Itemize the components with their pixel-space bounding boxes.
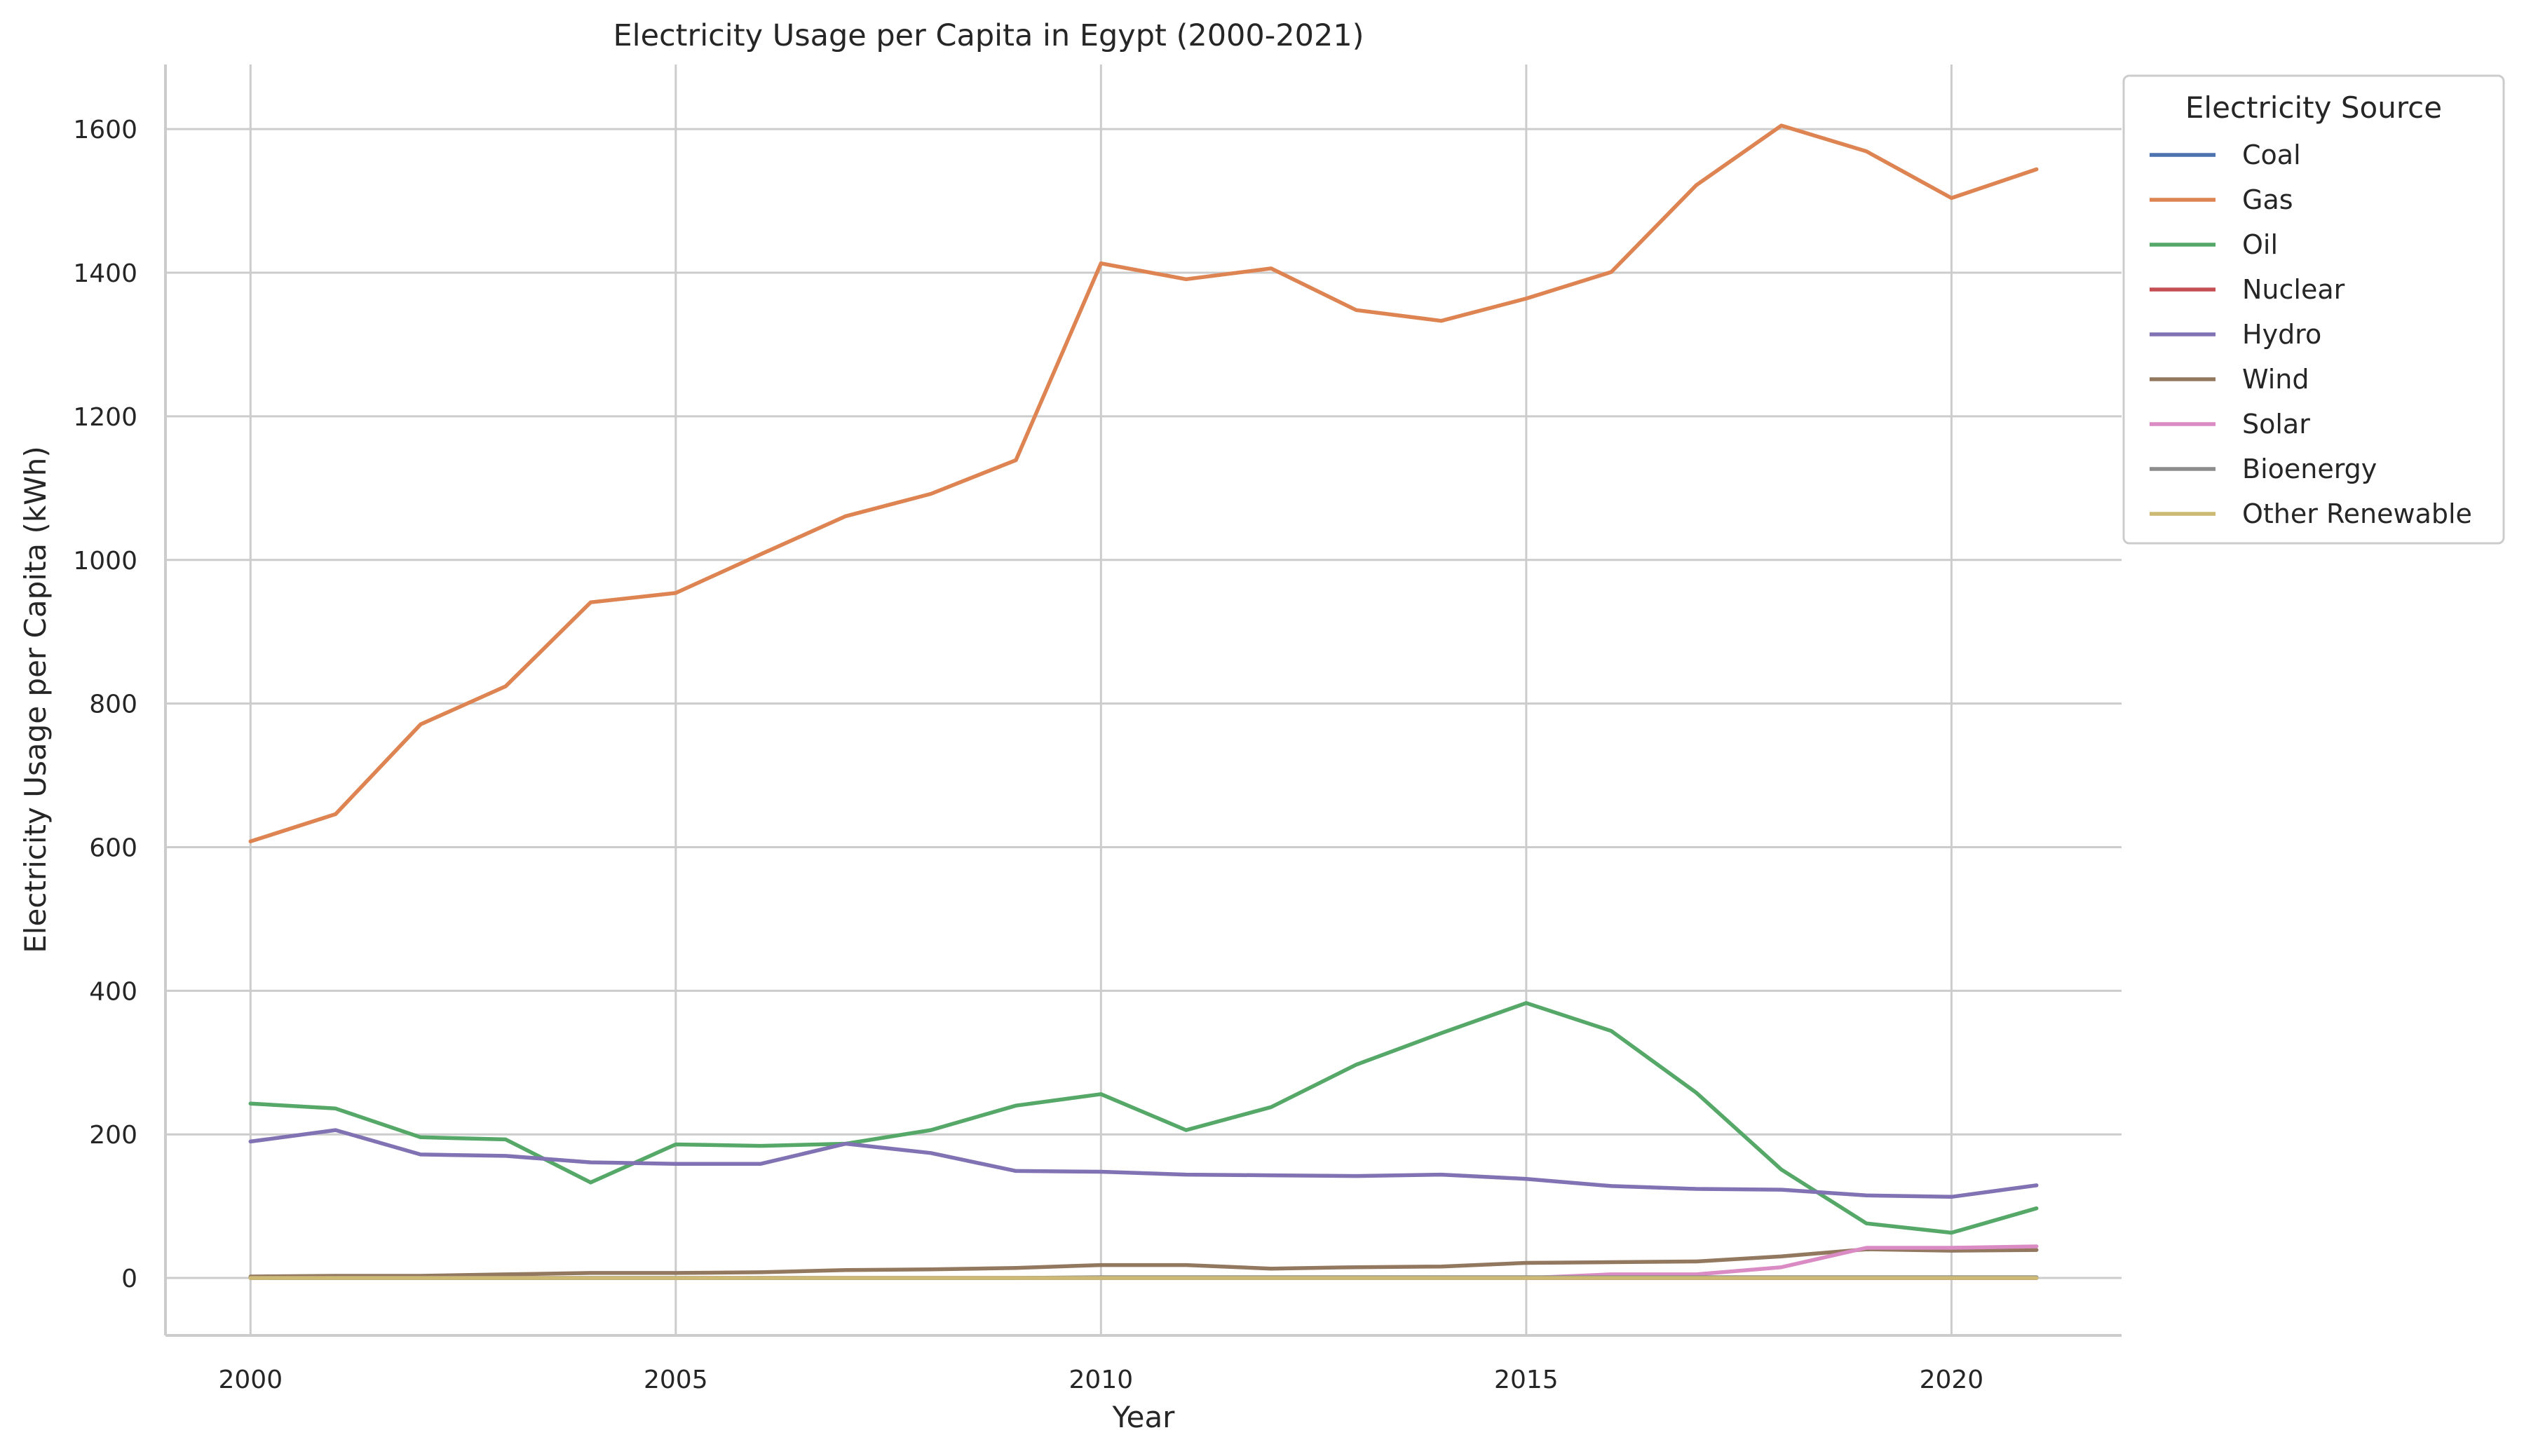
y-tick-label: 0	[121, 1265, 137, 1293]
x-axis-title: Year	[1112, 1400, 1176, 1434]
y-tick-labels: 0 200 400 600 800 1000 1200 1400 1600	[73, 116, 137, 1293]
legend-label-other-renewable: Other Renewable	[2242, 498, 2472, 529]
chart-title: Electricity Usage per Capita in Egypt (2…	[613, 18, 1364, 53]
y-tick-label: 1200	[73, 403, 137, 432]
y-tick-label: 600	[89, 834, 137, 862]
legend-box	[2122, 74, 2505, 545]
x-tick-label: 2020	[1920, 1366, 1984, 1394]
y-axis-title: Electricity Usage per Capita (kWh)	[18, 446, 53, 953]
x-tick-label: 2015	[1494, 1366, 1559, 1394]
legend-label-coal: Coal	[2242, 140, 2301, 170]
y-tick-label: 1600	[73, 116, 137, 144]
legend-label-solar: Solar	[2242, 409, 2310, 440]
legend-label-oil: Oil	[2242, 229, 2278, 260]
axes	[164, 64, 2122, 1337]
y-tick-label: 800	[89, 690, 137, 719]
x-tick-label: 2010	[1069, 1366, 1134, 1394]
y-tick-label: 1000	[73, 547, 137, 576]
y-tick-label: 400	[89, 977, 137, 1006]
series-line-hydro	[248, 1128, 2039, 1199]
legend-label-gas: Gas	[2242, 184, 2293, 215]
legend-label-bioenergy: Bioenergy	[2242, 454, 2377, 484]
x-tick-labels: 2000 2005 2010 2015 2020	[218, 1366, 1983, 1394]
series-line-gas	[248, 123, 2039, 844]
series-line-wind	[248, 1247, 2039, 1279]
legend-items: Coal Gas Oil Nuclear Hydro Wind Solar Bioenergy…	[2150, 140, 2472, 529]
x-tick-label: 2005	[644, 1366, 708, 1394]
y-tick-label: 1400	[73, 259, 137, 288]
series-lines	[248, 123, 2039, 1280]
legend-label-nuclear: Nuclear	[2242, 274, 2345, 305]
legend-label-hydro: Hydro	[2242, 319, 2321, 350]
legend-label-wind: Wind	[2242, 364, 2309, 395]
x-tick-label: 2000	[218, 1366, 283, 1394]
y-tick-label: 200	[89, 1121, 137, 1150]
legend: Electricity Source Coal Gas Oil Nuclear Hydr…	[2122, 74, 2505, 545]
gridlines	[165, 64, 2122, 1335]
legend-title: Electricity Source	[2185, 90, 2442, 125]
